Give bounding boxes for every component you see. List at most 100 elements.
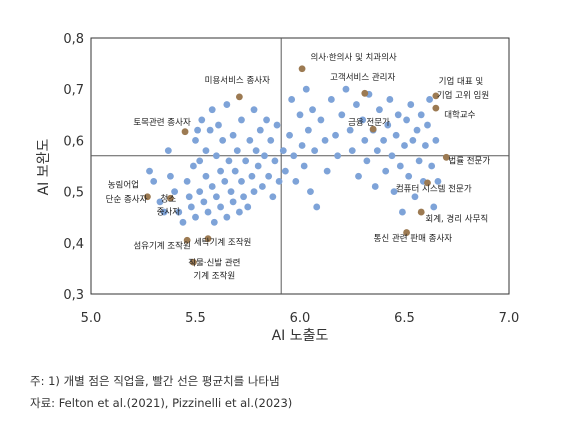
- occupation-point: [164, 147, 172, 155]
- occupation-point: [242, 157, 250, 165]
- highlighted-point: [424, 179, 431, 187]
- occupation-point: [250, 188, 258, 196]
- occupation-label: 단순 종사자: [106, 194, 148, 205]
- occupation-label: 세탁기계 조작원: [194, 237, 251, 248]
- occupation-point: [200, 198, 208, 206]
- occupation-point: [271, 157, 279, 165]
- occupation-label: 법률 전문가: [448, 155, 490, 166]
- occupation-point: [146, 167, 153, 175]
- occupation-point: [281, 167, 289, 175]
- occupation-point: [407, 101, 415, 108]
- occupation-point: [240, 193, 247, 201]
- occupation-point: [298, 142, 306, 149]
- occupation-point: [202, 147, 210, 155]
- occupation-point: [317, 116, 325, 124]
- y-tick-label: 0,6: [63, 134, 84, 149]
- occupation-point: [252, 147, 260, 155]
- highlighted-point: [167, 194, 174, 202]
- occupation-point: [185, 193, 193, 201]
- occupation-point: [373, 147, 381, 155]
- occupation-point: [334, 152, 342, 160]
- occupation-point: [380, 137, 387, 144]
- occupation-point: [409, 137, 417, 144]
- occupation-point: [194, 126, 201, 134]
- occupation-point: [196, 188, 204, 196]
- occupation-point: [221, 177, 229, 185]
- occupation-label: 기업 대표 및: [439, 76, 484, 87]
- occupation-point: [206, 126, 214, 134]
- occupation-label: 섬유기계 조작원: [133, 240, 190, 251]
- occupation-point: [432, 137, 440, 144]
- occupation-point: [190, 162, 197, 170]
- occupation-point: [263, 116, 270, 124]
- occupation-point: [261, 152, 268, 160]
- occupation-point: [250, 106, 258, 114]
- occupation-point: [348, 147, 356, 155]
- occupation-point: [265, 172, 273, 180]
- occupation-point: [292, 177, 300, 185]
- occupation-point: [208, 106, 216, 114]
- highlighted-point: [417, 208, 425, 216]
- y-tick-label: 0,8: [63, 32, 84, 47]
- x-tick-label: 5.5: [185, 311, 206, 326]
- occupation-point: [160, 208, 168, 216]
- occupation-label: 대학교수: [444, 109, 475, 120]
- occupation-point: [198, 116, 206, 124]
- occupation-point: [215, 121, 222, 129]
- occupation-point: [392, 131, 400, 139]
- occupation-point: [342, 85, 350, 93]
- occupation-point: [296, 111, 304, 119]
- occupation-point: [396, 162, 404, 170]
- occupation-point: [238, 177, 245, 185]
- occupation-point: [273, 121, 281, 129]
- occupation-point: [304, 126, 312, 134]
- occupation-point: [187, 203, 195, 211]
- occupation-point: [290, 152, 298, 160]
- occupation-point: [332, 131, 339, 139]
- highlighted-point: [190, 258, 197, 266]
- occupation-point: [417, 111, 425, 119]
- x-tick-label: 7.0: [499, 311, 520, 326]
- occupation-point: [219, 137, 227, 144]
- occupation-point: [300, 162, 308, 170]
- occupation-point: [415, 157, 423, 165]
- occupation-point: [405, 172, 413, 180]
- highlighted-point: [181, 128, 189, 136]
- occupation-label: 직물·신발 관련: [188, 257, 240, 268]
- occupation-label: 기계 조작원: [193, 271, 235, 282]
- occupation-point: [192, 137, 199, 144]
- occupation-point: [313, 203, 321, 211]
- occupation-point: [279, 147, 287, 155]
- note-text: 주: 1) 개별 점은 직업을, 빨간 선은 평균치를 나타냄: [30, 374, 280, 388]
- highlighted-point: [442, 153, 450, 161]
- x-tick-label: 5.0: [81, 311, 102, 326]
- occupation-point: [213, 193, 220, 201]
- occupation-point: [267, 137, 275, 144]
- occupation-point: [254, 162, 262, 170]
- occupation-label: 의사·한의사 및 치과의사: [310, 52, 396, 63]
- highlighted-point: [432, 92, 440, 100]
- occupation-point: [382, 167, 390, 175]
- occupation-label: 기업 고위 임원: [437, 90, 489, 101]
- occupation-label: 컴퓨터 시스템 전문가: [396, 184, 472, 195]
- occupation-point: [428, 162, 436, 170]
- occupation-point: [353, 101, 360, 108]
- y-tick-label: 0,7: [63, 83, 84, 98]
- y-tick-label: 0,3: [63, 288, 84, 303]
- highlighted-point: [369, 125, 377, 133]
- occupation-point: [346, 126, 354, 134]
- occupation-label: 종사자: [157, 208, 181, 218]
- occupation-point: [309, 106, 316, 114]
- plot-frame: [90, 37, 510, 295]
- occupation-point: [171, 188, 179, 196]
- occupation-point: [246, 137, 254, 144]
- occupation-point: [269, 193, 277, 201]
- occupation-point: [229, 131, 237, 139]
- occupation-point: [390, 188, 398, 196]
- occupation-point: [302, 85, 310, 93]
- source-text: 자료: Felton et al.(2021), Pizzinelli et a…: [30, 396, 293, 410]
- occupation-label: 청소: [161, 194, 177, 204]
- occupation-label: 고객서비스 관리자: [330, 72, 395, 83]
- occupation-point: [386, 96, 394, 103]
- highlighted-point: [432, 104, 440, 112]
